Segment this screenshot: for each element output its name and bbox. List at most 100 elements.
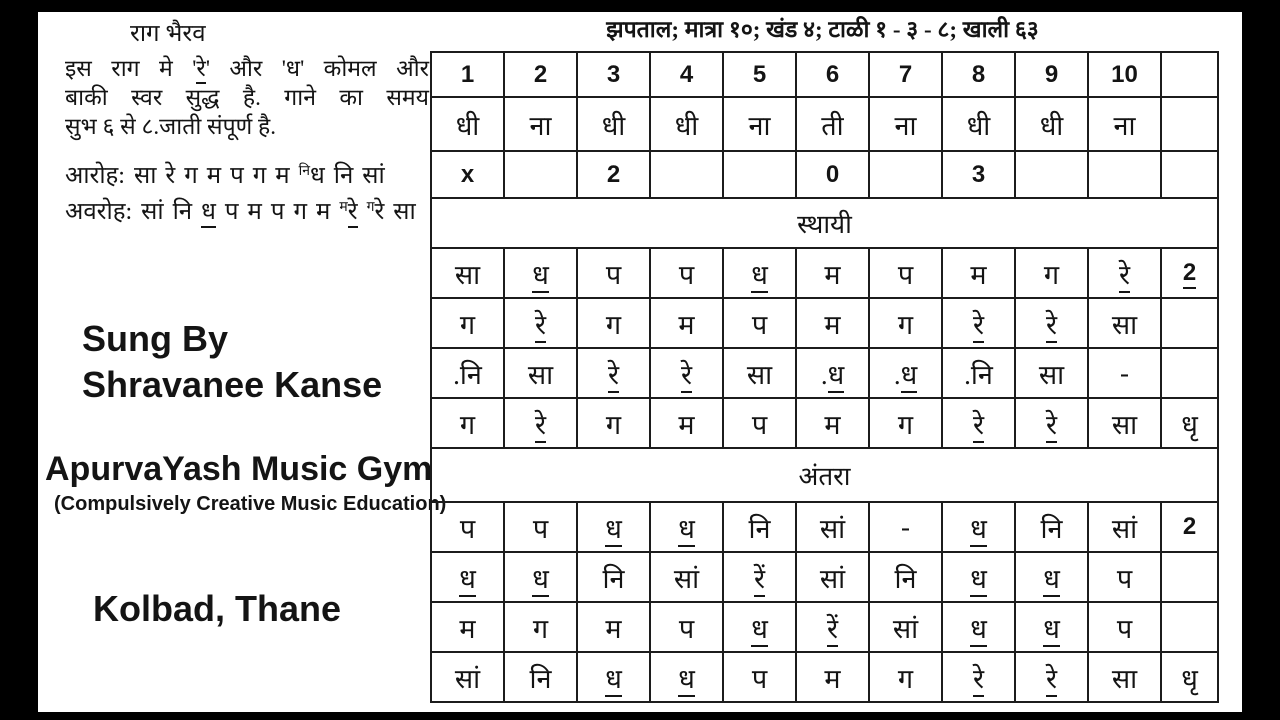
komal-underline: ध — [1043, 563, 1060, 597]
komal-underline: रे — [196, 56, 206, 84]
note-cell: म — [430, 601, 505, 653]
grace-note: म — [339, 200, 348, 215]
note-cell: ग — [430, 397, 505, 449]
note-cell: ग — [868, 651, 943, 703]
raga-description-line: इस राग मे 'रे' और 'ध' कोमल और — [65, 54, 429, 84]
note-cell: ध — [576, 501, 651, 553]
note-cell: रे — [503, 297, 578, 349]
beat-number-cell: 4 — [649, 51, 724, 98]
note-cell: रे — [941, 651, 1016, 703]
note-cell: ध — [722, 601, 797, 653]
table-row: म ग म प ध रें सां ध ध प — [430, 601, 1219, 653]
note-cell: म — [576, 601, 651, 653]
beat-number-cell: 10 — [1087, 51, 1162, 98]
table-row: ग रे ग म प म ग रे रे सा धृ — [430, 397, 1219, 449]
note-cell: म — [795, 297, 870, 349]
credit-singer-name: Shravanee Kanse — [82, 364, 383, 405]
komal-underline: ध — [751, 259, 768, 293]
raga-title: राग भैरव — [130, 21, 206, 47]
aroha-line: आरोह: सा रे ग म प ग म निध नि सां — [65, 163, 385, 189]
note-cell: रे — [1087, 247, 1162, 299]
grace-note: ग — [366, 200, 375, 215]
note-cell: म — [795, 651, 870, 703]
note-cell: ध — [941, 551, 1016, 603]
table-row: सा ध प प ध म प म ग रे 2 — [430, 247, 1219, 299]
komal-underline: ध — [1043, 613, 1060, 647]
note-cell: ध — [1014, 601, 1089, 653]
komal-underline: रे — [1045, 309, 1058, 343]
komal-underline: ध — [970, 513, 987, 547]
note-cell: म — [649, 397, 724, 449]
table-row: 1 2 3 4 5 6 7 8 9 10 — [430, 51, 1219, 98]
note-cell: प — [649, 601, 724, 653]
note-cell: सां — [1087, 501, 1162, 553]
section-band-row: अंतरा — [430, 447, 1219, 503]
credit-school-name: ApurvaYash Music Gym — [45, 450, 433, 488]
table-row: ग रे ग म प म ग रे रे सा — [430, 297, 1219, 349]
note-cell: रें — [722, 551, 797, 603]
note-cell: रे — [1014, 397, 1089, 449]
komal-underline: ध — [605, 513, 622, 547]
komal-underline: रे — [972, 663, 985, 697]
note-cell: रे — [1014, 297, 1089, 349]
note-cell: रे — [649, 347, 724, 399]
note-cell: नि — [576, 551, 651, 603]
komal-underline: रे — [1045, 663, 1058, 697]
note-cell: प — [722, 397, 797, 449]
taali-khali-cell — [1087, 150, 1162, 199]
note-cell: प — [722, 297, 797, 349]
note-cell: सां — [430, 651, 505, 703]
note-cell: नि — [503, 651, 578, 703]
note-cell: सा — [503, 347, 578, 399]
komal-underline: ध — [678, 513, 695, 547]
theka-bol-cell: ना — [868, 96, 943, 152]
note-cell: नि — [868, 551, 943, 603]
note-cell: सां — [649, 551, 724, 603]
taali-khali-cell — [722, 150, 797, 199]
beat-number-cell: 7 — [868, 51, 943, 98]
komal-underline: ध — [970, 563, 987, 597]
theka-bol-cell: ना — [722, 96, 797, 152]
taal-info-header: झपताल; मात्रा १०; खंड ४; टाळी १ - ३ - ८;… — [606, 17, 1039, 42]
table-row: x 2 0 3 — [430, 150, 1219, 199]
komal-underline: रे — [607, 359, 620, 393]
note-cell — [1160, 601, 1219, 653]
note-cell: म — [795, 397, 870, 449]
note-cell: नि — [1014, 501, 1089, 553]
raga-description-line: बाकी स्वर सुद्ध है. गाने का समय — [65, 85, 429, 110]
note-cell: ध — [503, 551, 578, 603]
note-cell: ग — [430, 297, 505, 349]
note-cell: .ध — [868, 347, 943, 399]
komal-underline: रे — [347, 199, 358, 228]
komal-underline: रे — [1118, 259, 1131, 293]
note-cell: ध — [503, 247, 578, 299]
theka-bol-cell: धी — [430, 96, 505, 152]
theka-bol-cell: ती — [795, 96, 870, 152]
note-cell: प — [868, 247, 943, 299]
note-cell: प — [1087, 551, 1162, 603]
komal-underline: ध — [459, 563, 476, 597]
theka-bol-cell: ना — [503, 96, 578, 152]
credit-school-tagline: (Compulsively Creative Music Education) — [54, 493, 447, 515]
beat-number-cell: 3 — [576, 51, 651, 98]
beat-number-cell: 2 — [503, 51, 578, 98]
note-cell: प — [430, 501, 505, 553]
note-cell: 2 — [1160, 247, 1219, 299]
komal-underline: ध — [900, 359, 918, 393]
komal-underline: रे — [534, 409, 547, 443]
note-cell: प — [722, 651, 797, 703]
note-cell: सां — [868, 601, 943, 653]
taali-khali-cell — [1014, 150, 1089, 199]
note-cell: .नि — [941, 347, 1016, 399]
beat-number-cell: 5 — [722, 51, 797, 98]
komal-underline: ध — [532, 259, 549, 293]
note-cell: सा — [1087, 651, 1162, 703]
theka-bol-cell: धी — [649, 96, 724, 152]
komal-underline: ध — [827, 359, 845, 393]
note-cell: रे — [1014, 651, 1089, 703]
table-row: ध ध नि सां रें सां नि ध ध प — [430, 551, 1219, 603]
note-cell: ग — [503, 601, 578, 653]
note-cell: रे — [941, 297, 1016, 349]
theka-bol-cell — [1160, 96, 1219, 152]
grace-note: नि — [298, 164, 310, 179]
